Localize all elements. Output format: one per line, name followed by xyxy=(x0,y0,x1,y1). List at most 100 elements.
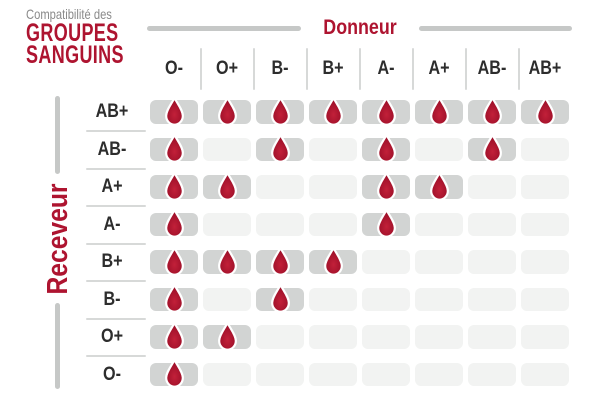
compatibility-cell xyxy=(362,287,410,311)
column-divider xyxy=(358,48,361,90)
row-divider xyxy=(86,317,146,320)
title-line1: GROUPES xyxy=(26,19,119,47)
blood-drop-icon xyxy=(481,96,504,128)
receiver-row-label: O- xyxy=(103,363,121,385)
receiver-row-label: AB+ xyxy=(95,101,129,122)
blood-drop-icon xyxy=(322,96,345,128)
column-divider xyxy=(252,48,255,90)
column-divider xyxy=(411,48,414,90)
blood-drop-icon xyxy=(375,171,398,203)
compatibility-cell xyxy=(256,362,304,386)
column-divider xyxy=(464,48,467,90)
compatibility-cell xyxy=(468,250,516,274)
compatibility-cell xyxy=(521,287,569,311)
blood-drop-icon xyxy=(375,208,398,240)
compatibility-cell xyxy=(468,175,516,199)
receiver-row-label: B- xyxy=(103,288,121,310)
compatibility-cell xyxy=(256,325,304,349)
compatibility-cell xyxy=(521,250,569,274)
receiver-row-label: A- xyxy=(103,213,121,235)
blood-drop-icon xyxy=(481,133,504,165)
compatibility-cell xyxy=(203,212,251,236)
blood-drop-icon xyxy=(163,358,186,390)
blood-drop-icon xyxy=(375,96,398,128)
compatibility-cell xyxy=(521,362,569,386)
compatibility-cell xyxy=(256,175,304,199)
blood-drop-icon xyxy=(428,171,451,203)
donor-col-label: B- xyxy=(271,58,289,79)
row-divider xyxy=(86,167,146,170)
compatibility-cell xyxy=(203,362,251,386)
compatibility-cell xyxy=(415,250,463,274)
compatibility-cell xyxy=(468,212,516,236)
blood-drop-icon xyxy=(269,246,292,278)
blood-drop-icon xyxy=(163,321,186,353)
blood-drop-icon xyxy=(534,96,557,128)
donor-col-label: A- xyxy=(377,58,395,79)
compatibility-cell xyxy=(256,212,304,236)
compatibility-cell xyxy=(309,325,357,349)
blood-drop-icon xyxy=(216,171,239,203)
receiver-row-label: AB- xyxy=(97,138,127,160)
blood-drop-icon xyxy=(322,246,345,278)
blood-drop-icon xyxy=(163,283,186,315)
row-divider xyxy=(86,205,146,207)
blood-drop-icon xyxy=(269,133,292,165)
donor-col-label: O+ xyxy=(216,58,238,79)
row-divider xyxy=(86,130,146,132)
compatibility-cell xyxy=(362,362,410,386)
compatibility-cell xyxy=(203,137,251,161)
blood-drop-icon xyxy=(163,133,186,165)
blood-drop-icon xyxy=(216,96,239,128)
column-divider xyxy=(305,48,308,90)
donor-axis-label: Donneur xyxy=(322,16,397,39)
blood-drop-icon xyxy=(163,171,186,203)
column-divider xyxy=(517,48,520,90)
compatibility-cell xyxy=(362,325,410,349)
blood-drop-icon xyxy=(269,96,292,128)
donor-axis-line-right xyxy=(418,25,572,31)
compatibility-cell xyxy=(309,137,357,161)
compatibility-cell xyxy=(309,175,357,199)
title-block: Compatibilité des GROUPES SANGUINS xyxy=(26,6,162,69)
donor-col-label: O- xyxy=(165,58,183,79)
blood-drop-icon xyxy=(269,283,292,315)
compatibility-cell xyxy=(468,325,516,349)
compatibility-cell xyxy=(415,362,463,386)
donor-axis-line-left xyxy=(147,25,301,31)
compatibility-cell xyxy=(415,287,463,311)
compatibility-cell xyxy=(415,137,463,161)
blood-drop-icon xyxy=(163,96,186,128)
compatibility-cell xyxy=(203,287,251,311)
donor-col-label: B+ xyxy=(322,58,344,79)
compatibility-cell xyxy=(309,212,357,236)
donor-axis-header: Donneur xyxy=(147,15,572,41)
blood-drop-icon xyxy=(163,246,186,278)
compatibility-cell xyxy=(521,137,569,161)
donor-col-label: AB+ xyxy=(528,58,562,79)
compatibility-cell xyxy=(309,287,357,311)
compatibility-cell xyxy=(468,362,516,386)
column-divider xyxy=(199,48,202,90)
blood-drop-icon xyxy=(163,208,186,240)
row-divider xyxy=(86,355,146,357)
blood-drop-icon xyxy=(216,246,239,278)
compatibility-cell xyxy=(362,250,410,274)
receiver-row-label: O+ xyxy=(101,326,123,347)
compatibility-cell xyxy=(521,212,569,236)
row-divider xyxy=(86,280,146,282)
donor-col-label: AB- xyxy=(477,58,507,79)
compatibility-cell xyxy=(521,175,569,199)
receiver-axis-line-top xyxy=(55,96,60,174)
compatibility-cell xyxy=(415,325,463,349)
compatibility-cell xyxy=(415,212,463,236)
blood-drop-icon xyxy=(428,96,451,128)
compatibility-cell xyxy=(468,287,516,311)
title-line2: SANGUINS xyxy=(26,41,124,69)
compatibility-cell xyxy=(521,325,569,349)
receiver-axis-line-bottom xyxy=(55,303,60,389)
row-divider xyxy=(86,242,146,245)
donor-col-label: A+ xyxy=(428,58,450,79)
receiver-row-label: B+ xyxy=(101,251,123,272)
